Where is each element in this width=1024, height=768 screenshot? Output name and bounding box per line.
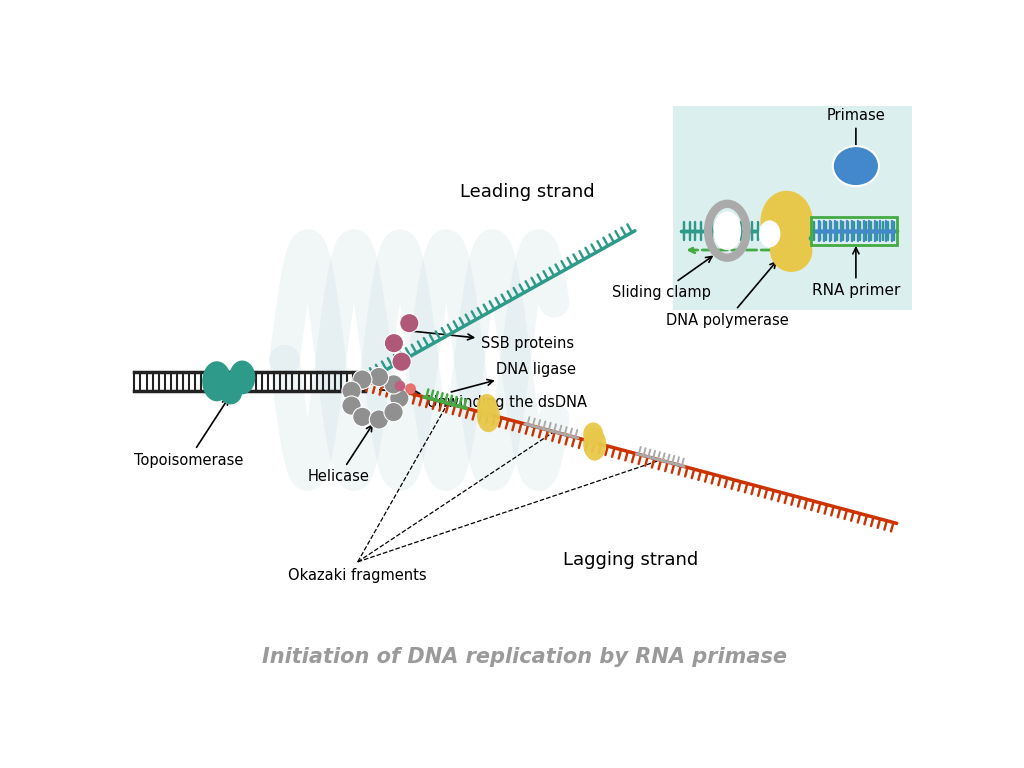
Text: Primase: Primase: [826, 108, 886, 181]
Ellipse shape: [770, 230, 812, 272]
Text: Helicase: Helicase: [307, 425, 372, 485]
Circle shape: [352, 370, 372, 389]
Ellipse shape: [202, 361, 231, 402]
Circle shape: [406, 383, 416, 394]
Circle shape: [394, 380, 406, 392]
Circle shape: [342, 381, 361, 400]
Circle shape: [390, 389, 409, 408]
Text: Sliding clamp: Sliding clamp: [611, 257, 712, 300]
Ellipse shape: [583, 429, 606, 461]
Ellipse shape: [229, 360, 255, 395]
Text: SSB proteins: SSB proteins: [412, 331, 574, 351]
Text: DNA polymerase: DNA polymerase: [666, 262, 788, 328]
Ellipse shape: [583, 422, 603, 445]
Text: Topoisomerase: Topoisomerase: [133, 399, 243, 468]
Text: Okazaki fragments: Okazaki fragments: [289, 568, 427, 583]
Ellipse shape: [761, 190, 813, 253]
Text: DNA ligase: DNA ligase: [452, 362, 577, 392]
Text: Leading strand: Leading strand: [460, 184, 594, 201]
Circle shape: [392, 352, 412, 371]
FancyBboxPatch shape: [674, 106, 912, 310]
Circle shape: [384, 333, 403, 353]
Circle shape: [352, 407, 372, 426]
Text: Unwinding the dsDNA: Unwinding the dsDNA: [380, 389, 587, 410]
Circle shape: [342, 396, 361, 415]
Text: RNA primer: RNA primer: [812, 248, 900, 298]
Circle shape: [399, 313, 419, 333]
Text: Lagging strand: Lagging strand: [563, 551, 698, 569]
Circle shape: [370, 410, 388, 429]
Circle shape: [370, 367, 388, 386]
Ellipse shape: [219, 379, 243, 405]
Text: Initiation of DNA replication by RNA primase: Initiation of DNA replication by RNA pri…: [262, 647, 787, 667]
Ellipse shape: [833, 146, 879, 186]
Ellipse shape: [477, 400, 500, 432]
Circle shape: [384, 402, 403, 422]
Ellipse shape: [759, 220, 780, 247]
Circle shape: [384, 375, 403, 394]
Ellipse shape: [714, 211, 741, 250]
Ellipse shape: [477, 394, 497, 417]
